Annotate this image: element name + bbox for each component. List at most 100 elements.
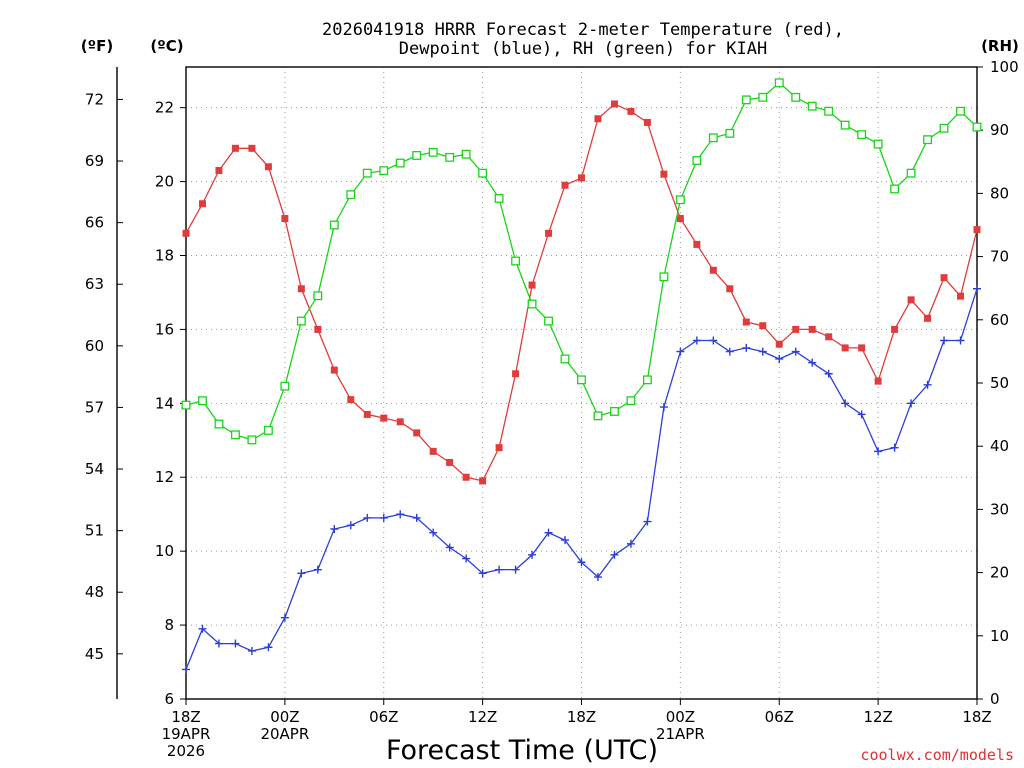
temperature-point bbox=[429, 447, 437, 455]
dewpoint-point bbox=[264, 643, 273, 652]
dewpoint-point bbox=[940, 336, 949, 345]
dewpoint-point bbox=[676, 347, 685, 356]
temperature-point bbox=[660, 170, 668, 178]
rh-tick-label: 60 bbox=[990, 311, 1009, 329]
temperature-point bbox=[314, 325, 322, 333]
celsius-tick-label: 14 bbox=[155, 394, 174, 412]
rh-point bbox=[610, 406, 619, 416]
dewpoint-point bbox=[841, 399, 850, 408]
dewpoint-point bbox=[577, 558, 586, 567]
celsius-unit-label: (ºC) bbox=[150, 37, 183, 55]
rh-point bbox=[642, 375, 652, 385]
fahrenheit-tick-label: 60 bbox=[85, 337, 104, 355]
rh-point bbox=[527, 299, 537, 309]
source-credit: coolwx.com/models bbox=[860, 746, 1014, 764]
temperature-point bbox=[248, 144, 256, 152]
rh-point bbox=[692, 156, 702, 165]
x-tick-label: 21APR bbox=[656, 725, 705, 743]
dewpoint-point bbox=[214, 639, 223, 648]
temperature-point bbox=[528, 281, 536, 289]
temperature-point bbox=[693, 240, 701, 248]
celsius-tick-label: 20 bbox=[155, 173, 174, 191]
temperature-point bbox=[495, 444, 503, 452]
series-rh bbox=[181, 78, 982, 445]
fahrenheit-tick-label: 63 bbox=[85, 275, 104, 293]
dewpoint-point bbox=[511, 565, 520, 574]
temperature-point bbox=[726, 285, 734, 293]
dewpoint-point bbox=[593, 573, 602, 582]
rh-point bbox=[774, 78, 784, 88]
x-tick-label: 06Z bbox=[765, 708, 794, 726]
rh-tick-label: 10 bbox=[990, 627, 1009, 645]
temperature-point bbox=[775, 340, 783, 348]
dewpoint-point bbox=[758, 347, 767, 356]
rh-point bbox=[675, 195, 685, 205]
dewpoint-point bbox=[659, 403, 668, 412]
rh-tick-label: 80 bbox=[990, 184, 1009, 202]
chart-title-line-1: 2026041918 HRRR Forecast 2-meter Tempera… bbox=[322, 20, 844, 40]
temperature-point bbox=[957, 292, 965, 300]
dewpoint-point bbox=[429, 528, 438, 537]
dewpoint-point bbox=[280, 613, 289, 622]
rh-point bbox=[577, 375, 586, 385]
temperature-point bbox=[512, 370, 520, 378]
dewpoint-point bbox=[907, 399, 916, 408]
x-tick-label: 00Z bbox=[666, 708, 695, 726]
dewpoint-point bbox=[198, 624, 207, 633]
rh-point bbox=[280, 381, 290, 391]
rh-point bbox=[412, 151, 422, 160]
dewpoint-point bbox=[544, 528, 553, 537]
rh-unit-label: (RH) bbox=[981, 37, 1019, 55]
rh-point bbox=[198, 396, 207, 406]
temperature-point bbox=[825, 333, 833, 341]
rh-tick-label: 30 bbox=[990, 500, 1009, 518]
rh-point bbox=[956, 106, 965, 116]
temperature-point bbox=[709, 266, 717, 274]
dewpoint-point bbox=[775, 354, 784, 363]
dewpoint-point bbox=[874, 447, 883, 456]
celsius-tick-label: 16 bbox=[155, 320, 174, 338]
dewpoint-point bbox=[346, 521, 355, 530]
fahrenheit-tick-label: 48 bbox=[85, 583, 104, 601]
temperature-point bbox=[742, 318, 750, 326]
dewpoint-point bbox=[231, 639, 240, 648]
celsius-tick-label: 6 bbox=[164, 690, 174, 708]
dewpoint-point bbox=[923, 380, 932, 389]
dewpoint-point bbox=[478, 569, 487, 578]
temperature-point bbox=[808, 325, 816, 333]
x-tick-label: 18Z bbox=[567, 708, 596, 726]
rh-point bbox=[923, 135, 933, 145]
x-tick-label: 19APR bbox=[162, 725, 211, 743]
temperature-point bbox=[363, 410, 371, 418]
rh-tick-label: 100 bbox=[990, 58, 1019, 76]
dewpoint-point bbox=[692, 336, 701, 345]
dewpoint-point bbox=[643, 517, 652, 526]
temperature-point bbox=[264, 163, 272, 171]
temperature-point bbox=[907, 296, 915, 304]
temperature-point bbox=[874, 377, 882, 385]
rh-point bbox=[725, 128, 735, 138]
temperature-point bbox=[792, 325, 800, 333]
rh-point bbox=[890, 184, 900, 194]
dewpoint-point bbox=[396, 510, 405, 519]
rh-point bbox=[445, 152, 455, 162]
rh-point bbox=[313, 291, 323, 301]
x-tick-label: 18Z bbox=[171, 708, 200, 726]
rh-point bbox=[708, 133, 718, 143]
rh-point bbox=[346, 190, 356, 200]
dewpoint-point bbox=[791, 347, 800, 356]
celsius-tick-label: 12 bbox=[155, 468, 174, 486]
rh-point bbox=[873, 139, 883, 149]
axes bbox=[116, 66, 983, 705]
rh-point bbox=[263, 425, 273, 435]
rh-point bbox=[544, 316, 553, 326]
dewpoint-point bbox=[412, 513, 421, 522]
dewpoint-point bbox=[626, 539, 635, 548]
x-tick-label: 20APR bbox=[260, 725, 309, 743]
rh-point bbox=[972, 122, 982, 132]
rh-point bbox=[758, 92, 768, 102]
temperature-point bbox=[281, 215, 289, 223]
dewpoint-point bbox=[725, 347, 734, 356]
rh-point bbox=[181, 400, 191, 410]
